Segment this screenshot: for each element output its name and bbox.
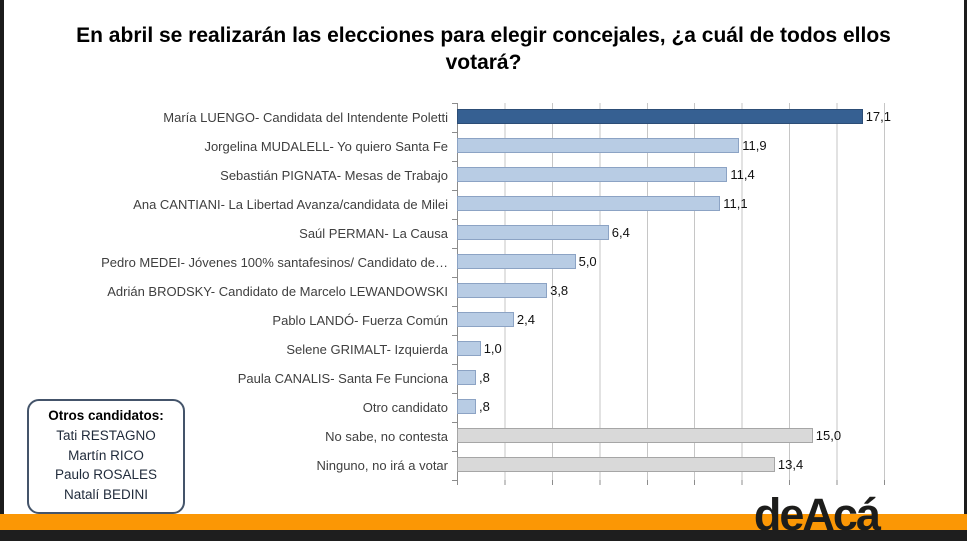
- bar-value-label: ,8: [479, 370, 490, 385]
- chart-row: Otro candidato ,8: [4, 393, 884, 422]
- chart-title: En abril se realizarán las elecciones pa…: [76, 24, 891, 75]
- bar-value-label: 2,4: [516, 312, 535, 327]
- category-label: Pedro MEDEI- Jóvenes 100% santafesinos/ …: [101, 255, 448, 270]
- category-label: Selene GRIMALT- Izquierda: [286, 342, 448, 357]
- footer-orange-band: [0, 514, 967, 530]
- bar: [457, 283, 548, 298]
- category-label: Ninguno, no irá a votar: [316, 458, 448, 473]
- bar-area: 3,8: [457, 277, 884, 306]
- category-label: Pablo LANDÓ- Fuerza Común: [272, 313, 448, 328]
- bar-area: ,8: [457, 393, 884, 422]
- other-candidates-list: Tati RESTAGNO Martín RICO Paulo ROSALES Nat…: [33, 426, 179, 504]
- category-label: Jorgelina MUDALELL- Yo quiero Santa Fe: [204, 139, 448, 154]
- bar-value-label: ,8: [479, 399, 490, 414]
- bar-value-label: 17,1: [865, 109, 891, 124]
- chart-row: Saúl PERMAN- La Causa 6,4: [4, 219, 884, 248]
- other-candidate-name: Natalí BEDINI: [63, 486, 149, 502]
- bar-value-label: 15,0: [815, 428, 842, 443]
- bar: [457, 196, 721, 211]
- chart-row: Sebastián PIGNATA- Mesas de Trabajo 11,4: [4, 161, 884, 190]
- bar-area: 6,4: [457, 219, 884, 248]
- bar-area: 13,4: [457, 451, 884, 480]
- bar: [457, 109, 863, 124]
- bar-value-label: 11,9: [742, 138, 767, 153]
- bar-value-label: 3,8: [550, 283, 569, 298]
- other-candidate-name: Paulo ROSALES: [54, 467, 158, 483]
- bar: [457, 167, 728, 182]
- category-label: María LUENGO- Candidata del Intendente P…: [163, 110, 448, 125]
- bar-value-label: 1,0: [483, 341, 502, 356]
- bar-area: 1,0: [457, 335, 884, 364]
- bar: [457, 341, 481, 356]
- category-label: Adrián BRODSKY- Candidato de Marcelo LEW…: [107, 284, 448, 299]
- bar-area: 17,1: [457, 103, 891, 132]
- other-candidate-name: Martín RICO: [68, 447, 144, 463]
- category-label: Paula CANALIS- Santa Fe Funciona: [237, 371, 448, 386]
- category-label: Sebastián PIGNATA- Mesas de Trabajo: [220, 168, 448, 183]
- chart-row: Pablo LANDÓ- Fuerza Común 2,4: [4, 306, 884, 335]
- bar: [457, 428, 813, 443]
- left-edge-strip: [0, 0, 4, 541]
- chart-rows: María LUENGO- Candidata del Intendente P…: [4, 103, 891, 480]
- other-candidates-title: Otros candidatos:: [48, 408, 164, 423]
- bar-value-label: 13,4: [777, 457, 804, 472]
- other-candidate-name: Tati RESTAGNO: [56, 428, 156, 443]
- chart-row: Ninguno, no irá a votar 13,4: [4, 451, 884, 480]
- bar-value-label: 11,1: [723, 196, 748, 211]
- chart-row: María LUENGO- Candidata del Intendente P…: [4, 103, 891, 132]
- category-label: Otro candidato: [362, 400, 448, 415]
- bar: [457, 138, 740, 153]
- bar: [457, 457, 775, 472]
- other-candidates-box: Otros candidatos: Tati RESTAGNO Martín RI…: [27, 399, 185, 515]
- bar: [457, 225, 609, 240]
- right-edge-strip: [964, 0, 967, 541]
- category-axis-ticks: [452, 103, 457, 481]
- chart-row: Pedro MEDEI- Jóvenes 100% santafesinos/ …: [4, 248, 884, 277]
- chart-row: Selene GRIMALT- Izquierda 1,0: [4, 335, 884, 364]
- bar: [457, 370, 476, 385]
- value-axis-ticks: [457, 480, 885, 485]
- bar: [457, 312, 514, 327]
- bar-value-label: 11,4: [730, 167, 755, 182]
- bar-area: ,8: [457, 364, 884, 393]
- bar-area: 2,4: [457, 306, 884, 335]
- chart-row: Ana CANTIANI- La Libertad Avanza/candida…: [4, 190, 884, 219]
- category-label: No sabe, no contesta: [325, 429, 448, 444]
- footer-black-band: [0, 530, 967, 541]
- bar-area: 11,1: [457, 190, 884, 219]
- bar-area: 11,9: [457, 132, 884, 161]
- chart-row: No sabe, no contesta 15,0: [4, 422, 884, 451]
- chart-row: Jorgelina MUDALELL- Yo quiero Santa Fe 11…: [4, 132, 884, 161]
- bar-area: 5,0: [457, 248, 884, 277]
- chart-row: Paula CANALIS- Santa Fe Funciona ,8: [4, 364, 884, 393]
- category-label: Ana CANTIANI- La Libertad Avanza/candida…: [133, 197, 448, 212]
- bar-area: 15,0: [457, 422, 884, 451]
- bar-value-label: 5,0: [578, 254, 597, 269]
- bar-area: 11,4: [457, 161, 884, 190]
- category-label: Saúl PERMAN- La Causa: [299, 226, 448, 241]
- bar: [457, 254, 576, 269]
- poll-bar-chart: María LUENGO- Candidata del Intendente P…: [4, 103, 891, 485]
- bar: [457, 399, 476, 414]
- bar-value-label: 6,4: [611, 225, 630, 240]
- chart-row: Adrián BRODSKY- Candidato de Marcelo LEW…: [4, 277, 884, 306]
- deaca-logo: deAcá: [753, 489, 881, 540]
